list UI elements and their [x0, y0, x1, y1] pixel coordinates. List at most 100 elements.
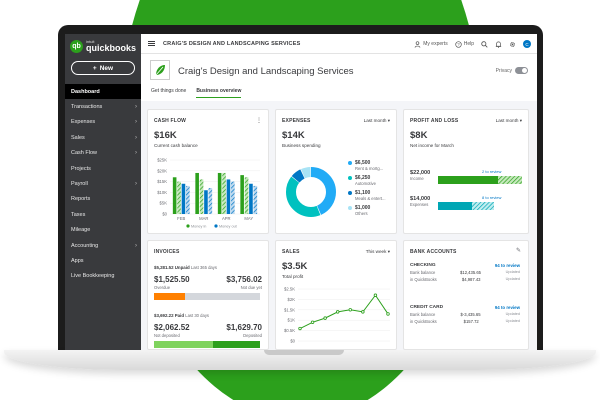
bank-review-link[interactable]: 94 to review: [494, 305, 520, 310]
sidebar-item-label: Reports: [71, 196, 91, 203]
sidebar-item-dashboard[interactable]: Dashboard: [65, 84, 141, 100]
paid-progress-bar[interactable]: [154, 341, 260, 348]
sidebar-item-label: Live Bookkeeping: [71, 273, 115, 280]
cash-flow-card[interactable]: CASH FLOW ⋮ $16K Current cash balance $0…: [147, 109, 269, 234]
bar-apr-0: [217, 172, 222, 214]
expense-legend-item[interactable]: $6,250 Automotive: [348, 175, 396, 190]
bank-review-link[interactable]: 94 to review: [494, 263, 520, 268]
y-tick-label: $25K: [157, 158, 167, 163]
unpaid-progress-bar[interactable]: [154, 293, 260, 300]
sales-card[interactable]: SALES This week ▾ $3.5K Total profit $0 $…: [275, 240, 397, 350]
x-tick-label: APR: [222, 216, 231, 221]
bank-balance-value: $-3,435.65: [460, 312, 481, 317]
privacy-toggle[interactable]: Privacy: [496, 67, 528, 74]
chevron-right-icon: ›: [135, 242, 137, 249]
sidebar-item-label: Taxes: [71, 211, 86, 218]
sidebar-item-transactions[interactable]: Transactions ›: [65, 99, 141, 114]
sidebar-item-mileage[interactable]: Mileage: [65, 223, 141, 238]
logo-quickbooks-text: quickbooks: [86, 43, 137, 53]
income-bar-solid: [438, 176, 498, 184]
legend-dot: [348, 161, 352, 165]
legend-dot: [186, 224, 190, 228]
invoices-card[interactable]: INVOICES $5,281.52 Unpaid Last 365 days …: [147, 240, 269, 350]
sidebar-item-payroll[interactable]: Payroll ›: [65, 176, 141, 191]
bank-accounts-title: BANK ACCOUNTS: [410, 249, 457, 255]
header-tabs: Get things done Business overview: [151, 88, 242, 98]
y-tick-label: $1.5K: [284, 307, 295, 312]
gear-icon[interactable]: [509, 41, 516, 48]
sidebar-item-reports[interactable]: Reports: [65, 192, 141, 207]
my-experts-button[interactable]: My experts: [414, 40, 448, 48]
not-deposited-label: Not deposited: [154, 333, 180, 338]
privacy-switch[interactable]: [515, 67, 528, 74]
deposited-value: $1,629.70: [226, 323, 262, 332]
y-tick-label: $1K: [288, 318, 296, 323]
expense-legend-item[interactable]: $6,500 Rent & mortg...: [348, 160, 396, 175]
expense-legend-item[interactable]: $1,000 Others: [348, 205, 396, 220]
income-review-link[interactable]: 2 to review: [482, 169, 502, 174]
help-label: Help: [463, 41, 474, 47]
x-tick-label: MAR: [199, 216, 208, 221]
sales-period-select[interactable]: This week ▾: [366, 249, 390, 255]
bank-accounts-card[interactable]: BANK ACCOUNTS ✎ CHECKING 94 to review Bank…: [403, 240, 529, 350]
y-tick-label: $0.5K: [284, 328, 295, 333]
bar-may-3: [253, 185, 258, 214]
expense-review-link[interactable]: 8 to review: [482, 195, 502, 200]
new-button[interactable]: + New: [71, 61, 135, 75]
expense-legend-item[interactable]: $1,100 Meals & entert...: [348, 190, 396, 205]
pencil-icon[interactable]: ✎: [515, 248, 521, 254]
expense-category: Rent & mortg...: [355, 166, 384, 171]
sidebar-item-cash-flow[interactable]: Cash Flow ›: [65, 146, 141, 161]
sidebar-item-apps[interactable]: Apps: [65, 253, 141, 268]
sidebar-item-label: Expenses: [71, 119, 96, 126]
sales-series-line: [299, 294, 389, 329]
more-options-icon[interactable]: ⋮: [256, 118, 262, 124]
bar-feb-0: [172, 177, 177, 214]
overdue-label: Overdue: [154, 285, 171, 290]
income-bar-hatched: [498, 176, 522, 184]
not-due-value: $3,756.02: [226, 275, 262, 284]
notification-bell-icon[interactable]: [495, 40, 502, 48]
sidebar-item-label: Dashboard: [71, 88, 100, 95]
laptop-base: [4, 350, 596, 370]
sales-point: [348, 308, 352, 312]
bank-account-checking[interactable]: CHECKING 94 to review Bank balance $12,435.…: [410, 263, 520, 282]
quickbooks-logo[interactable]: qb intuit quickbooks: [70, 40, 136, 53]
cash-flow-title: CASH FLOW: [154, 118, 187, 124]
sidebar-item-sales[interactable]: Sales ›: [65, 130, 141, 145]
sidebar-item-live-bookkeeping[interactable]: Live Bookkeeping: [65, 269, 141, 284]
bank-account-name: CREDIT CARD: [410, 305, 444, 310]
sidebar-item-expenses[interactable]: Expenses ›: [65, 115, 141, 130]
expenses-period-select[interactable]: Last month ▾: [364, 118, 390, 124]
expenses-card[interactable]: EXPENSES Last month ▾ $14K Business spen…: [275, 109, 397, 234]
bar-mar-2: [204, 190, 208, 214]
chevron-right-icon: ›: [135, 134, 137, 141]
hamburger-menu-icon[interactable]: [148, 40, 155, 47]
bank-account-credit-card[interactable]: CREDIT CARD 94 to review Bank balance $-3,4…: [410, 305, 520, 324]
sidebar-item-projects[interactable]: Projects: [65, 161, 141, 176]
sidebar-nav: Dashboard Transactions › Expenses › Sales › Cas…: [65, 84, 141, 284]
sales-point: [336, 310, 340, 314]
legend-dot: [348, 206, 352, 210]
user-avatar[interactable]: C: [523, 40, 531, 48]
plus-icon: +: [92, 64, 97, 72]
sales-value: $3.5K: [282, 261, 308, 272]
help-button[interactable]: ? Help: [455, 40, 474, 48]
bar-apr-1: [222, 172, 226, 214]
expenses-row[interactable]: $14,000 Expenses: [410, 196, 516, 207]
deposited-label: Deposited: [243, 333, 262, 338]
sidebar-item-taxes[interactable]: Taxes: [65, 207, 141, 222]
cash-flow-bar-chart: $0 $5K $10K $15K $20K $25K FEB MAR APR MAY Money i…: [157, 158, 260, 228]
expenses-title: EXPENSES: [282, 118, 311, 124]
new-button-label: New: [99, 64, 114, 72]
page-title: Craig's Design and Landscaping Services: [178, 66, 354, 77]
profit-loss-card[interactable]: PROFIT AND LOSS Last month ▾ $8K Net inc…: [403, 109, 529, 234]
tab-get-things-done[interactable]: Get things done: [151, 88, 187, 94]
profit-loss-period-select[interactable]: Last month ▾: [496, 118, 522, 124]
tab-business-overview[interactable]: Business overview: [196, 88, 242, 98]
search-icon[interactable]: [481, 40, 488, 48]
y-tick-label: $10K: [157, 190, 167, 195]
income-row[interactable]: $22,000 Income: [410, 170, 516, 181]
sidebar-item-accounting[interactable]: Accounting ›: [65, 238, 141, 253]
